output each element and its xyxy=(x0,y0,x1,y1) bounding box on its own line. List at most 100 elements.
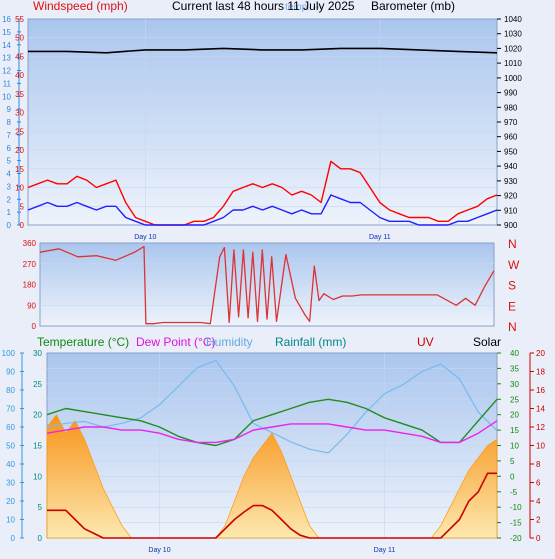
compass-label: E xyxy=(508,299,516,313)
mph-outer-axis-tick-label: 16 xyxy=(2,15,11,24)
barometer-axis-tick-label: 950 xyxy=(504,147,518,156)
temperature-axis-tick-label: 10 xyxy=(510,442,519,451)
humidity-axis-tick-label: 100 xyxy=(2,349,16,358)
rainfall-axis-tick-label: 10 xyxy=(33,472,42,481)
windspeed-axis-tick-label: 30 xyxy=(15,109,24,118)
barometer-axis-tick-label: 940 xyxy=(504,162,518,171)
windspeed-axis-tick-label: 40 xyxy=(15,71,24,80)
humidity-axis-tick-label: 80 xyxy=(6,386,15,395)
windspeed-axis-tick-label: 50 xyxy=(15,34,24,43)
windspeed-axis-tick-label: 35 xyxy=(15,90,24,99)
humidity-axis-tick-label: 70 xyxy=(6,405,15,414)
day-axis-label: Day 11 xyxy=(369,234,391,241)
temperature-axis-tick-label: 35 xyxy=(510,364,519,373)
barometer-axis-tick-label: 1040 xyxy=(504,15,522,24)
temperature-axis-tick-label: 0 xyxy=(510,472,515,481)
day-axis-label: Day 10 xyxy=(134,234,156,241)
uv-axis-tick-label: 20 xyxy=(536,349,545,358)
uv-axis-tick-label: 16 xyxy=(536,386,545,395)
uv-axis-tick-label: 8 xyxy=(536,460,541,469)
uv-axis-tick-label: 14 xyxy=(536,405,545,414)
temperature-axis-tick-label: -10 xyxy=(510,503,522,512)
temperature-axis-tick-label: 25 xyxy=(510,395,519,404)
legend-uv: UV xyxy=(417,335,434,349)
mph-outer-axis-tick-label: 7 xyxy=(7,131,12,140)
mph-outer-axis-tick-label: 12 xyxy=(2,67,11,76)
chart-title: Current last 48 hours 11 July 2025 xyxy=(172,0,355,13)
windspeed-axis-tick-label: 5 xyxy=(20,202,25,211)
humidity-axis-tick-label: 0 xyxy=(11,534,16,543)
uv-axis-tick-label: 0 xyxy=(536,534,541,543)
overlap-legend-text: temp. --- xyxy=(285,2,323,13)
uv-axis-tick-label: 18 xyxy=(536,368,545,377)
uv-axis-tick-label: 12 xyxy=(536,423,545,432)
barometer-axis-tick-label: 960 xyxy=(504,133,518,142)
mph-outer-axis-tick-label: 2 xyxy=(7,195,12,204)
temperature-axis-tick-label: 30 xyxy=(510,380,519,389)
dewpoint-line xyxy=(46,420,498,444)
barometer-axis-tick-label: 920 xyxy=(504,192,518,201)
windspeed-axis-tick-label: 25 xyxy=(15,127,24,136)
mph-outer-axis-tick-label: 9 xyxy=(7,105,12,114)
humidity-axis-tick-label: 40 xyxy=(6,460,15,469)
temperature-axis-tick-label: 15 xyxy=(510,426,519,435)
rainfall-axis-tick-label: 30 xyxy=(33,349,42,358)
humidity-axis-tick-label: 90 xyxy=(6,368,15,377)
mph-outer-axis-tick-label: 10 xyxy=(2,92,11,101)
compass-label: W xyxy=(508,258,520,272)
legend-dewpoint: Dew Point (°C) xyxy=(136,335,215,349)
barometer-axis-tick-label: 990 xyxy=(504,89,518,98)
mph-outer-axis-tick-label: 13 xyxy=(2,54,11,63)
barometer-axis-tick-label: 1000 xyxy=(504,74,522,83)
mph-outer-axis-tick-label: 14 xyxy=(2,41,11,50)
legend-humidity: Humidity xyxy=(206,335,253,349)
windspeed-axis-tick-label: 55 xyxy=(15,15,24,24)
temperature-axis-tick-label: -20 xyxy=(510,534,522,543)
barometer-axis-tick-label: 900 xyxy=(504,221,518,230)
day-axis-label: Day 10 xyxy=(148,547,170,554)
windspeed-axis-tick-label: 10 xyxy=(15,184,24,193)
mph-outer-axis-tick-label: 11 xyxy=(3,79,12,88)
humidity-axis-tick-label: 10 xyxy=(6,516,15,525)
barometer-axis-tick-label: 1020 xyxy=(504,44,522,53)
mph-outer-axis-tick-label: 15 xyxy=(2,28,11,37)
wind-gust-line xyxy=(27,160,498,226)
barometer-title: Barometer (mb) xyxy=(371,0,455,13)
humidity-axis-tick-label: 30 xyxy=(6,479,15,488)
mph-outer-axis-tick-label: 8 xyxy=(7,118,12,127)
barometer-axis-tick-label: 980 xyxy=(504,103,518,112)
axes-layer: 0123456789101112131415160510152025303540… xyxy=(2,15,546,554)
direction-degree-axis-tick-label: 270 xyxy=(23,260,37,269)
windspeed-axis-tick-label: 20 xyxy=(15,146,24,155)
windspeed-title: Windspeed (mph) xyxy=(33,0,128,13)
mph-outer-axis-tick-label: 0 xyxy=(7,221,12,230)
humidity-line xyxy=(46,359,498,454)
temperature-axis-tick-label: -5 xyxy=(510,488,518,497)
compass-label: N xyxy=(508,320,517,334)
direction-degree-axis-tick-label: 180 xyxy=(23,281,37,290)
direction-degree-axis-tick-label: 90 xyxy=(27,301,36,310)
data-layer xyxy=(27,47,498,539)
compass-label: S xyxy=(508,279,516,293)
mph-outer-axis-tick-label: 1 xyxy=(7,208,12,217)
uv-line xyxy=(47,472,497,539)
mph-outer-axis-tick-label: 6 xyxy=(7,144,12,153)
legend-rainfall: Rainfall (mm) xyxy=(275,335,346,349)
windspeed-axis-tick-label: 0 xyxy=(20,221,25,230)
temperature-axis-tick-label: 5 xyxy=(510,457,515,466)
humidity-axis-tick-label: 50 xyxy=(6,442,15,451)
rainfall-axis-tick-label: 5 xyxy=(38,503,43,512)
humidity-axis-tick-label: 20 xyxy=(6,497,15,506)
mph-outer-axis-tick-label: 3 xyxy=(7,182,12,191)
uv-axis-tick-label: 4 xyxy=(536,497,541,506)
rainfall-axis-tick-label: 0 xyxy=(38,534,43,543)
humidity-axis-tick-label: 60 xyxy=(6,423,15,432)
legend-solar: Solar xyxy=(473,335,501,349)
windspeed-axis-tick-label: 45 xyxy=(15,53,24,62)
barometer-axis-tick-label: 910 xyxy=(504,206,518,215)
barometer-axis-tick-label: 970 xyxy=(504,118,518,127)
uv-axis-tick-label: 10 xyxy=(536,442,545,451)
barometer-axis-tick-label: 930 xyxy=(504,177,518,186)
